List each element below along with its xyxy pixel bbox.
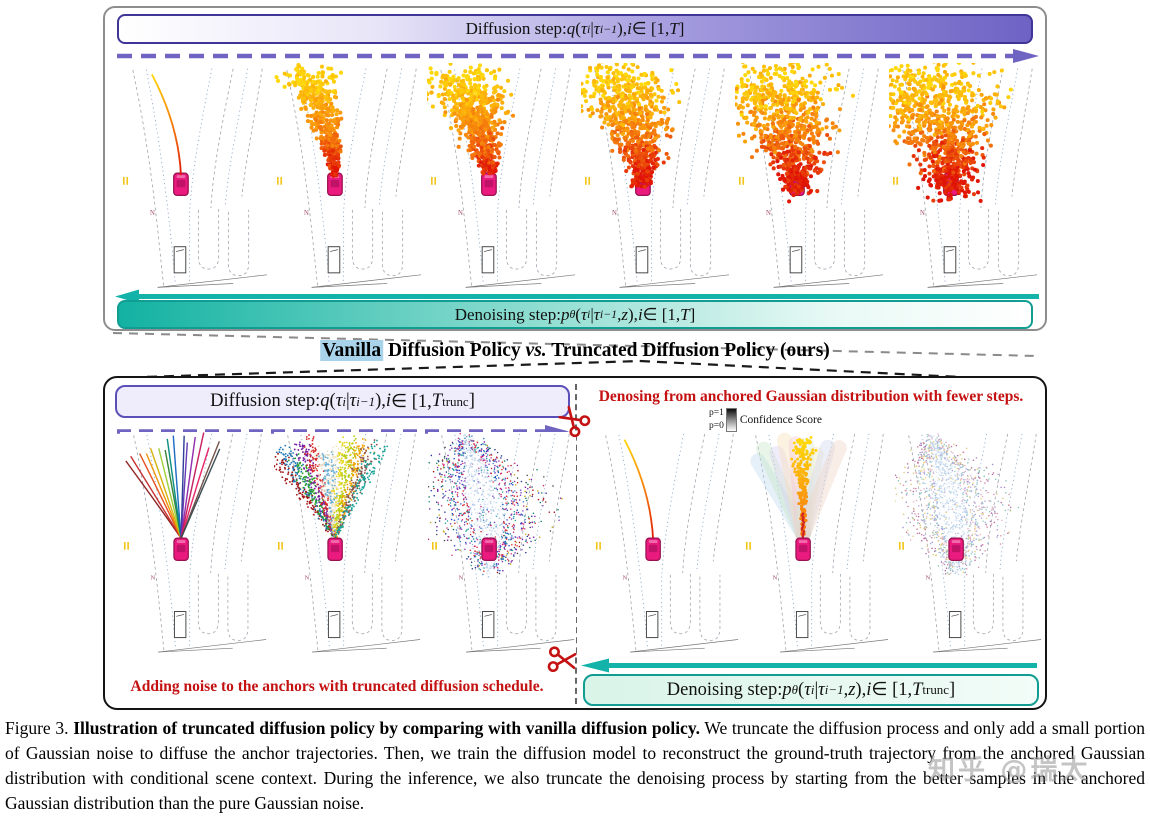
anchored-gaussian-scene-right: N xyxy=(895,432,1043,654)
svg-text:N: N xyxy=(458,210,463,217)
diffusion-scene-1: N xyxy=(119,63,269,293)
diffusion-scene-5: N xyxy=(735,63,885,293)
anchor-trajectories-scene: N xyxy=(120,432,268,654)
comparison-title: Vanilla Diffusion Policy vs. Truncated D… xyxy=(320,340,830,361)
figure-caption: Figure 3. Illustration of truncated diff… xyxy=(5,718,1146,813)
truncated-denoising-step-banner: Denoising step: p θ(τ i | τ i−1, z), i ∈ [1, … xyxy=(583,674,1039,706)
diffusion-direction-arrow xyxy=(117,49,1039,63)
denoised-trajectory-scene: N xyxy=(592,432,740,654)
confidence-score-legend: p=1 p=0 Confidence Score xyxy=(709,408,822,432)
diffusion-step-banner: Diffusion step: q(τ i | τ i−1), i ∈ [1, T] xyxy=(117,14,1033,44)
noised-anchors-scene: N xyxy=(274,432,422,654)
legend-title: Confidence Score xyxy=(739,414,822,426)
diffusion-scene-2: N xyxy=(273,63,423,293)
confidence-fan-scene: N xyxy=(742,432,890,654)
watermark: 知乎 @瑞太 xyxy=(928,755,1091,786)
legend-gradient-bar xyxy=(725,408,737,432)
denoising-step-banner: Denoising step: p θ(τ i | τ i−1, z), i ∈ [1, T… xyxy=(117,300,1033,329)
vanilla-diffusion-panel: Diffusion step: q(τ i | τ i−1), i ∈ [1, T] N xyxy=(103,6,1047,331)
add-noise-note-label: Adding noise to the anchors with truncat… xyxy=(130,678,544,695)
svg-text:N: N xyxy=(612,210,617,217)
svg-text:N: N xyxy=(920,210,925,217)
legend-p1-label: p=1 xyxy=(709,408,724,418)
diffusion-scene-6: N xyxy=(889,63,1039,293)
svg-text:N: N xyxy=(151,575,156,582)
legend-p0-label: p=0 xyxy=(709,420,724,431)
anchored-gaussian-scene-left: N xyxy=(428,432,576,654)
svg-text:N: N xyxy=(305,575,310,582)
diffusion-scene-4: N xyxy=(581,63,731,293)
scissors-icon-top xyxy=(558,405,591,438)
panel-divider xyxy=(575,384,577,704)
denoise-note-label: Denosing from anchored Gaussian distribu… xyxy=(598,388,1024,405)
svg-text:N: N xyxy=(150,210,155,217)
svg-text:N: N xyxy=(304,210,309,217)
scissors-icon-bottom xyxy=(547,646,577,673)
svg-text:N: N xyxy=(766,210,771,217)
panel-connector-lines xyxy=(112,332,1041,383)
truncated-denoising-arrow xyxy=(581,658,1037,673)
diffusion-scene-3: N xyxy=(427,63,577,293)
